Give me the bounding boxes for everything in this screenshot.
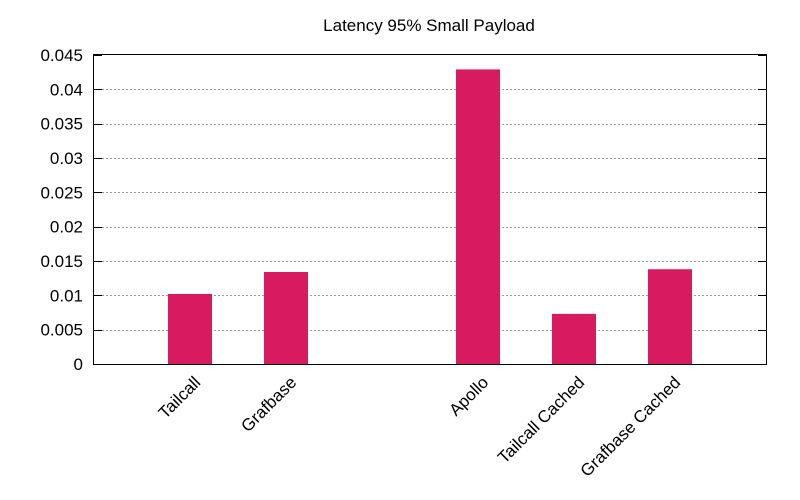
x-tick-label: Tailcall [155,373,205,423]
x-tick-label: Grafbase Cached [577,373,685,481]
y-tick-label: 0.03 [50,149,83,168]
x-tick-label: Tailcall Cached [494,373,588,467]
bar [552,313,596,364]
y-tick-label: 0.035 [40,115,83,134]
y-tick-label: 0.02 [50,218,83,237]
y-axis-ticks: 0 0.005 0.01 0.015 0.02 0.025 0.03 0.035 0.04 0.0… [40,46,766,374]
y-tick-label: 0.005 [40,321,83,340]
bar [168,293,212,364]
y-tick-label: 0.01 [50,286,83,305]
x-tick-label: Grafbase [237,373,300,436]
x-axis-labels: Tailcall Grafbase Apollo Tailcall CachedGra… [155,373,685,481]
x-tick-label: Apollo [445,373,492,420]
bar [456,69,500,365]
y-tick-label: 0.045 [40,46,83,65]
y-tick-label: 0.025 [40,183,83,202]
plot-frame [93,54,767,365]
chart-title: Latency 95% Small Payload [323,16,535,35]
y-tick-label: 0.015 [40,252,83,271]
y-tick-label: 0 [74,355,83,374]
bars [168,69,692,365]
bar [648,269,692,364]
y-tick-label: 0.04 [50,80,83,99]
bar [264,271,308,364]
